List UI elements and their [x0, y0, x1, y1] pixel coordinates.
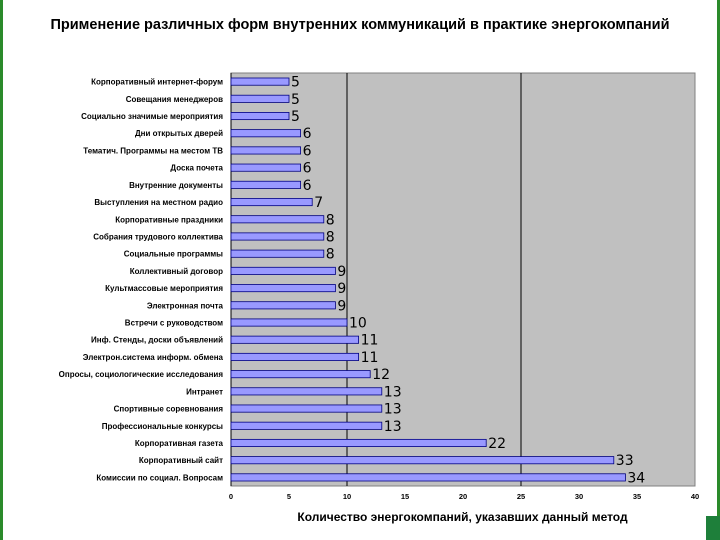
- value-label-2: 5: [291, 92, 300, 108]
- category-label-15: Встречи с руководством: [125, 319, 223, 328]
- bar-15: [230, 318, 348, 327]
- category-label-2: Совещания менеджеров: [126, 95, 223, 104]
- value-label-6: 6: [303, 161, 312, 177]
- value-label-18: 12: [372, 367, 390, 383]
- bar-6: [230, 163, 301, 172]
- category-label-4: Дни открытых дверей: [135, 129, 223, 138]
- bar-17: [230, 352, 359, 361]
- category-label-16: Инф. Стенды, доски объявлений: [91, 336, 223, 345]
- category-label-17: Электрон.система информ. обмена: [83, 353, 224, 362]
- value-label-4: 6: [303, 126, 312, 142]
- bar-24: [230, 473, 626, 482]
- category-label-5: Тематич. Программы на местом ТВ: [83, 146, 223, 155]
- category-label-3: Социально значимые мероприятия: [81, 112, 223, 121]
- x-tick-label-35: 35: [633, 492, 641, 501]
- value-label-3: 5: [291, 109, 300, 125]
- bar-7: [230, 180, 301, 189]
- value-label-5: 6: [303, 143, 312, 159]
- bar-4: [230, 129, 301, 138]
- category-label-14: Электронная почта: [147, 301, 224, 310]
- value-label-10: 8: [326, 229, 335, 245]
- bar-11: [230, 249, 325, 258]
- category-label-20: Спортивные соревнования: [114, 405, 224, 414]
- value-label-12: 9: [337, 264, 346, 280]
- bar-16: [230, 335, 359, 344]
- value-label-23: 33: [616, 453, 634, 469]
- category-label-12: Коллективный договор: [130, 267, 223, 276]
- category-label-8: Выступления на местном радио: [94, 198, 223, 207]
- plot-area: [230, 72, 696, 487]
- value-label-7: 6: [303, 178, 312, 194]
- x-tick-label-30: 30: [575, 492, 583, 501]
- value-label-13: 9: [337, 281, 346, 297]
- bar-14: [230, 301, 336, 310]
- value-label-11: 8: [326, 247, 335, 263]
- category-label-9: Корпоративные праздники: [115, 215, 223, 224]
- value-label-22: 22: [488, 436, 506, 452]
- bar-13: [230, 284, 336, 293]
- bar-9: [230, 215, 325, 224]
- x-tick-label-0: 0: [229, 492, 233, 501]
- value-label-16: 11: [361, 333, 379, 349]
- bar-23: [230, 456, 615, 465]
- value-label-19: 13: [384, 384, 402, 400]
- category-label-19: Интранет: [186, 387, 223, 396]
- value-label-17: 11: [361, 350, 379, 366]
- category-label-6: Доска почета: [170, 164, 223, 173]
- bar-12: [230, 266, 336, 275]
- value-label-24: 34: [627, 470, 645, 486]
- bar-8: [230, 198, 313, 207]
- category-label-10: Собрания трудового коллектива: [93, 232, 223, 241]
- bar-3: [230, 112, 290, 121]
- bar-18: [230, 370, 371, 379]
- category-label-11: Социальные программы: [124, 250, 223, 259]
- category-label-13: Культмассовые мероприятия: [105, 284, 223, 293]
- bar-20: [230, 404, 383, 413]
- category-label-24: Комиссии по социал. Вопросам: [96, 473, 223, 482]
- category-label-21: Профессиональные конкурсы: [102, 422, 223, 431]
- category-label-1: Корпоративный интернет-форум: [91, 78, 223, 87]
- x-tick-label-40: 40: [691, 492, 699, 501]
- bar-22: [230, 438, 487, 447]
- category-label-22: Корпоративная газета: [135, 439, 224, 448]
- corner-decoration: [706, 516, 720, 540]
- x-tick-label-5: 5: [287, 492, 291, 501]
- x-tick-label-10: 10: [343, 492, 351, 501]
- value-label-20: 13: [384, 402, 402, 418]
- bar-2: [230, 94, 290, 103]
- value-label-21: 13: [384, 419, 402, 435]
- category-label-23: Корпоративный сайт: [139, 456, 223, 465]
- bar-5: [230, 146, 301, 155]
- x-axis-label: Количество энергокомпаний, указавших дан…: [297, 510, 628, 524]
- chart-title: Применение различных форм внутренних ком…: [50, 17, 670, 33]
- bar-1: [230, 77, 290, 86]
- value-label-14: 9: [337, 298, 346, 314]
- bar-10: [230, 232, 325, 241]
- bar-19: [230, 387, 383, 396]
- x-tick-label-15: 15: [401, 492, 409, 501]
- value-label-1: 5: [291, 75, 300, 91]
- bar-21: [230, 421, 383, 430]
- value-label-9: 8: [326, 212, 335, 228]
- category-label-18: Опросы, социологические исследования: [59, 370, 224, 379]
- x-tick-label-25: 25: [517, 492, 525, 501]
- category-label-7: Внутренние документы: [129, 181, 223, 190]
- value-label-15: 10: [349, 316, 367, 332]
- value-label-8: 7: [314, 195, 323, 211]
- x-tick-label-20: 20: [459, 492, 467, 501]
